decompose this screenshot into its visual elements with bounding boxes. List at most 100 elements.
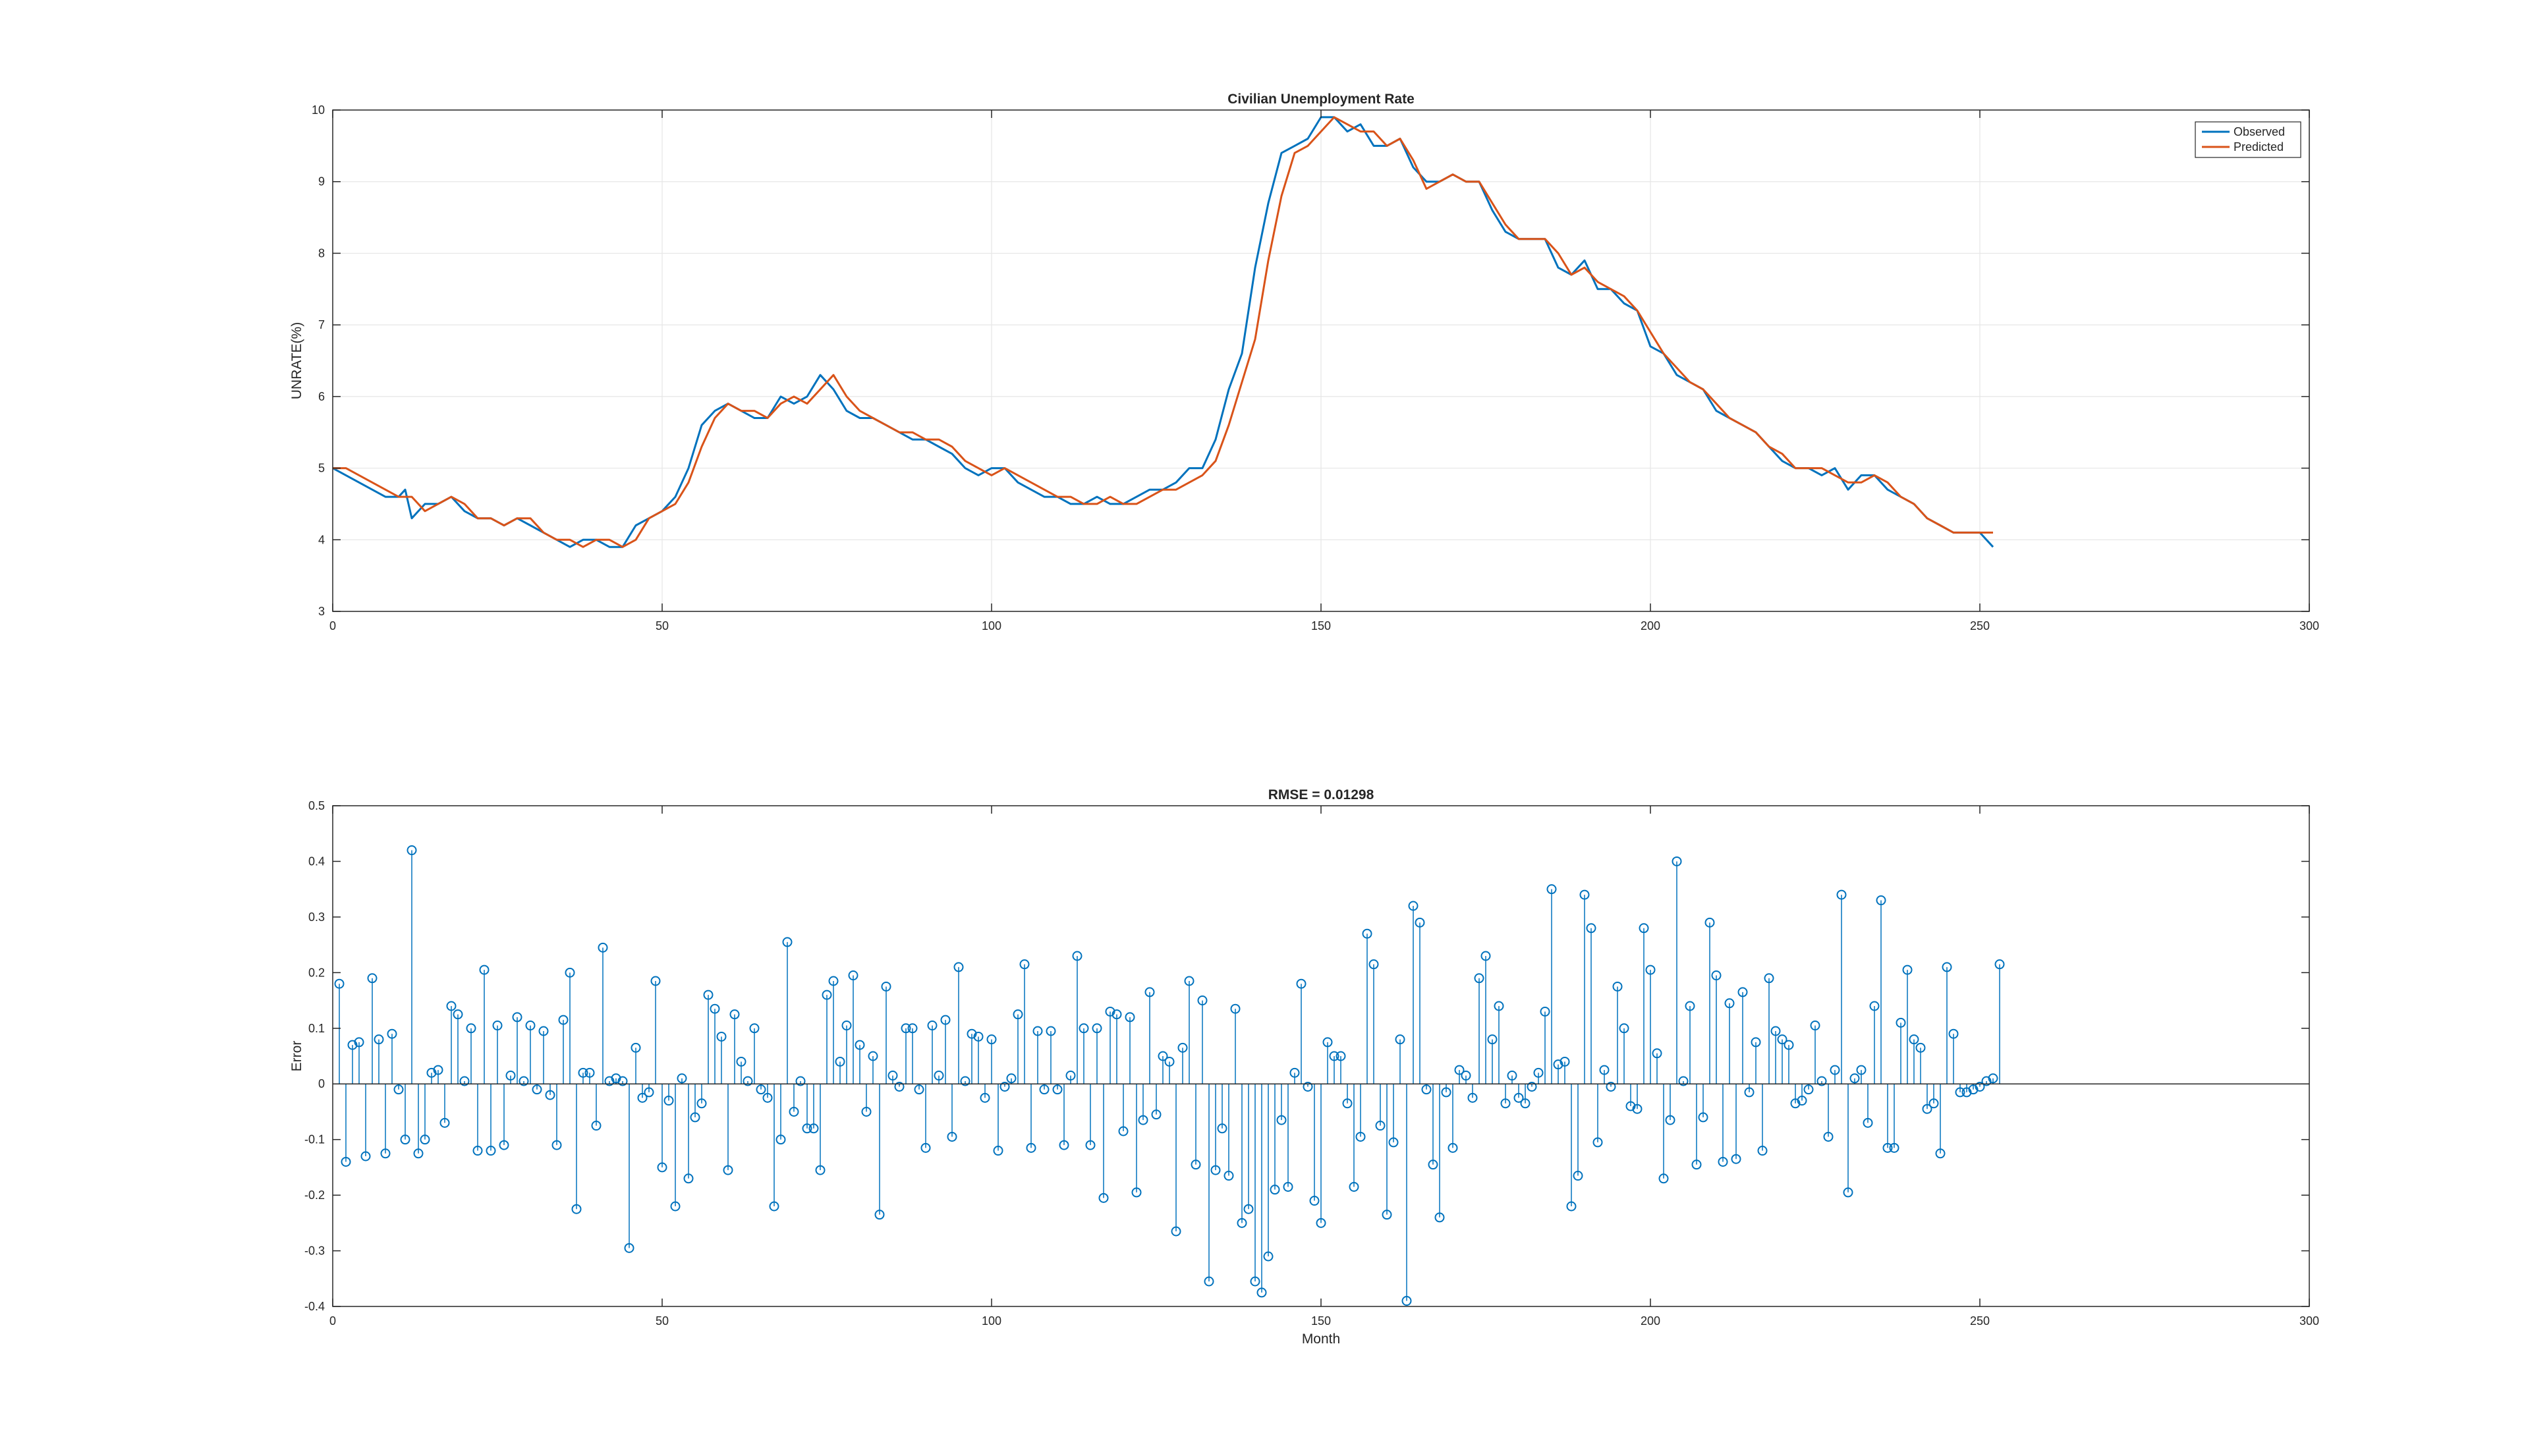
error-stem-marker [1737,987,1748,997]
error-stem-marker [723,1165,733,1175]
error-stem-marker [1454,1065,1465,1075]
error-stem-marker [1013,1009,1023,1020]
error-stem-marker [1849,1073,1860,1084]
error-stem-marker [1270,1185,1280,1195]
error-stem-marker [1731,1154,1741,1164]
error-stem-marker [1566,1201,1577,1212]
top-chart-title: Civilian Unemployment Rate [1227,92,1415,107]
top-chart-grid [332,109,2310,612]
error-stem-marker [1546,884,1557,895]
error-stem-marker [1777,1034,1787,1045]
error-stem-marker [571,1204,582,1214]
error-stem-marker [479,965,490,975]
error-stem-marker [1579,889,1590,900]
error-stem-marker [1362,928,1372,939]
error-stem-marker [1382,1210,1392,1220]
error-stem-marker [558,1015,569,1025]
error-stem-marker [1448,1142,1458,1153]
top-chart-x-tick-label: 200 [1641,619,1660,632]
error-stem-marker [1639,923,1649,934]
error-stem-marker [1316,1218,1326,1228]
error-stem-marker [1533,1067,1544,1078]
error-stem-marker [670,1201,681,1212]
error-stem-marker [1672,856,1682,866]
error-stem-marker [855,1040,865,1050]
top-chart-legend: Observed Predicted [2195,121,2301,158]
error-stem-marker [1092,1023,1102,1034]
error-stem-marker [1105,1006,1115,1017]
error-stem-marker [1784,1040,1794,1050]
error-stem-marker [453,1009,463,1020]
error-stem-marker [901,1023,911,1034]
error-stem-marker [1922,1104,1932,1114]
error-stem-marker [1237,1218,1247,1228]
error-stem-marker [1335,1051,1346,1061]
error-stem-marker [815,1165,826,1175]
bottom-chart-x-tick-label: 250 [1970,1314,1990,1328]
error-stem-marker [894,1081,905,1092]
bottom-chart-y-tick-label: 0 [318,1077,325,1090]
error-stem-marker [1368,959,1379,970]
error-stem-marker [413,1148,424,1159]
error-stem-marker [380,1148,391,1159]
error-stem-marker [1823,1131,1834,1142]
error-stem-marker [1171,1226,1181,1237]
error-stem-marker [947,1131,957,1142]
error-stem-marker [822,990,832,1000]
top-chart-y-tick-label: 6 [318,390,325,403]
error-stem-marker [841,1021,852,1031]
error-stem-marker [1256,1287,1267,1298]
error-stem-marker [1487,1034,1498,1045]
error-stem-marker [545,1090,555,1100]
error-stem-marker [1079,1023,1089,1034]
error-stem-marker [1869,1001,1880,1011]
bottom-chart-x-tick-label: 200 [1641,1314,1660,1328]
error-stem-marker [861,1106,872,1117]
error-stem-marker [716,1031,727,1042]
error-stem-marker [1790,1098,1801,1109]
error-stem-marker [1797,1096,1807,1106]
error-stem-marker [512,1012,522,1022]
error-stem-marker [1303,1081,1313,1092]
error-stem-marker [1843,1187,1853,1198]
error-stem-marker [1592,1137,1603,1148]
error-stem-marker [1968,1084,1979,1095]
error-stem-marker [591,1121,602,1131]
error-stem-marker [1250,1276,1260,1287]
error-stem-marker [1928,1098,1939,1109]
error-stem-marker [1111,1009,1122,1020]
error-stem-marker [1810,1021,1820,1031]
error-stem-marker [1685,1001,1695,1011]
bottom-chart-x-tick-label: 100 [982,1314,1001,1328]
error-stem-marker [611,1073,621,1084]
error-stem-marker [1975,1081,1985,1092]
error-stem-marker [1520,1098,1531,1109]
error-stem-marker [1652,1048,1662,1059]
top-chart-y-tick-label: 8 [318,246,325,260]
error-stem-marker [1816,1076,1827,1086]
error-stem-marker [1085,1140,1096,1150]
error-stem-marker [1072,951,1082,961]
top-chart-x-tick-label: 50 [656,619,669,632]
error-stem-marker [1059,1140,1069,1150]
error-stem-marker [967,1028,977,1039]
unemployment-line-chart: 0 50 100 150 200 250 300 3 4 5 6 7 8 9 10 Civilian Un… [289,92,2319,632]
error-stem-marker [710,1003,720,1014]
error-stem-marker [1896,1017,1906,1028]
top-chart-y-tick-label: 10 [312,103,325,117]
series-line-predicted [333,116,1993,548]
error-stem-marker [1131,1187,1142,1198]
bottom-chart-y-tick-label: 0.5 [308,799,325,812]
error-stem-marker [631,1042,641,1053]
bottom-chart-y-tick-label: 0.3 [308,910,325,924]
error-stem-marker [1395,1034,1405,1045]
error-stem-marker [1026,1142,1036,1153]
legend-label-predicted: Predicted [2234,140,2284,154]
error-stem-marker [1889,1142,1899,1153]
error-stem-marker [1836,889,1847,900]
error-stem-marker [868,1051,878,1061]
error-stem-marker [1902,965,1913,975]
error-stem-marker [400,1134,410,1145]
error-stem-marker [1046,1026,1056,1036]
bottom-chart-x-tick-label: 0 [329,1314,336,1328]
